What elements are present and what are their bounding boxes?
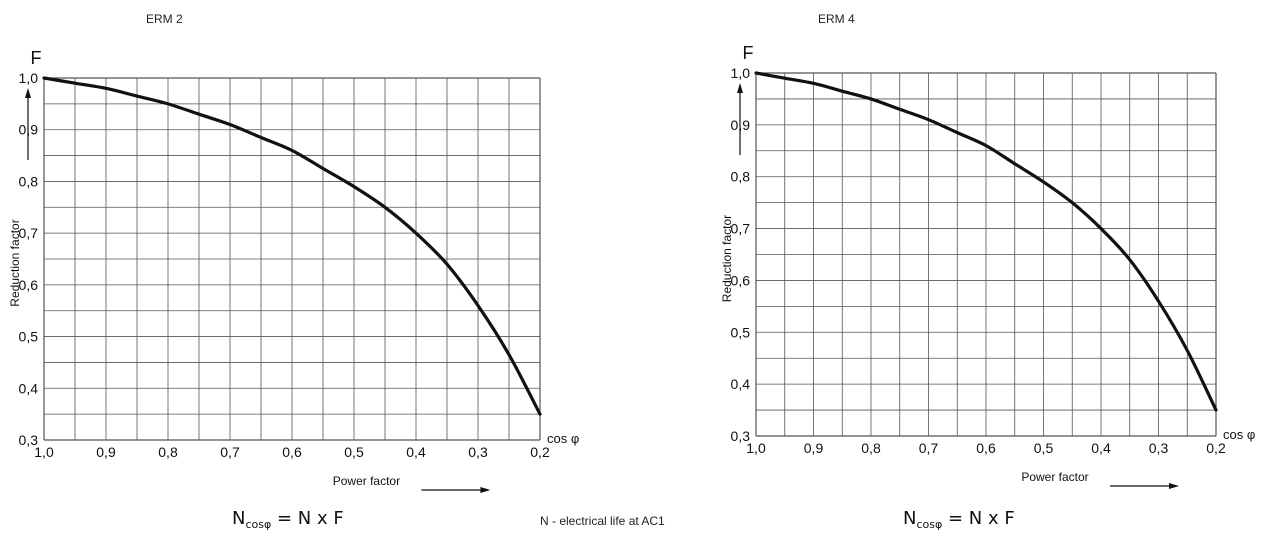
formula-subscript: cosφ bbox=[916, 518, 943, 531]
x-axis-arrow-head bbox=[480, 487, 491, 493]
footnote: N - electrical life at AC1 bbox=[540, 514, 665, 528]
y-axis-symbol: F bbox=[743, 43, 754, 63]
x-tick-label: 0,4 bbox=[406, 444, 426, 460]
y-tick-label: 0,5 bbox=[19, 329, 39, 345]
y-tick-label: 0,4 bbox=[19, 380, 39, 396]
y-tick-label: 0,8 bbox=[731, 169, 751, 185]
series-line bbox=[42, 76, 542, 416]
x-tick-label: 0,3 bbox=[1149, 440, 1169, 456]
x-tick-label: 0,9 bbox=[96, 444, 116, 460]
y-tick-label: 0,3 bbox=[731, 428, 751, 444]
x-tick-label: 0,2 bbox=[530, 444, 550, 460]
y-axis-arrow-head bbox=[25, 88, 31, 98]
x-tick-label: 0,5 bbox=[1034, 440, 1054, 456]
series-line bbox=[754, 71, 1218, 412]
x-tick-label: 0,4 bbox=[1091, 440, 1111, 456]
x-tick-label: 0,2 bbox=[1206, 440, 1226, 456]
y-tick-label: 0,3 bbox=[19, 432, 39, 448]
x-tick-label: 0,8 bbox=[861, 440, 881, 456]
x-tick-label: 1,0 bbox=[746, 440, 766, 456]
y-tick-label: 0,8 bbox=[19, 173, 39, 189]
y-axis-symbol: F bbox=[31, 48, 42, 68]
chart-title-erm2: ERM 2 bbox=[146, 12, 183, 26]
y-tick-label: 0,7 bbox=[731, 221, 751, 237]
formula-rhs: = N x F bbox=[276, 508, 344, 529]
y-tick-label: 1,0 bbox=[731, 65, 751, 81]
formula-left: Ncosφ = N x F bbox=[232, 508, 344, 531]
y-axis-label: Reduction factor bbox=[8, 219, 22, 306]
x-tick-label: 0,7 bbox=[220, 444, 240, 460]
x-axis-arrow-head bbox=[1169, 483, 1179, 489]
x-tick-label: 0,6 bbox=[976, 440, 996, 456]
x-tick-label: 0,5 bbox=[344, 444, 364, 460]
formula-subscript: cosφ bbox=[245, 518, 272, 531]
x-axis-label: Power factor bbox=[333, 474, 400, 488]
x-axis-symbol: cos φ bbox=[547, 431, 579, 446]
x-axis-symbol: cos φ bbox=[1223, 427, 1255, 442]
y-tick-label: 0,4 bbox=[731, 376, 751, 392]
chart-erm2: 0,30,40,50,60,70,80,91,01,0 0,9 0,8 0,7 0,6 0… bbox=[8, 48, 579, 493]
x-tick-label: 0,7 bbox=[919, 440, 939, 456]
y-tick-label: 0,6 bbox=[731, 272, 751, 288]
formula-lhs: N bbox=[903, 508, 917, 529]
chart-title-erm4: ERM 4 bbox=[818, 12, 855, 26]
formula-rhs: = N x F bbox=[947, 508, 1015, 529]
x-tick-label: 0,8 bbox=[158, 444, 178, 460]
y-axis-label: Reduction factor bbox=[720, 215, 734, 302]
formula-right: Ncosφ = N x F bbox=[903, 508, 1015, 531]
x-tick-label: 0,6 bbox=[282, 444, 302, 460]
x-tick-label: 1,0 bbox=[34, 444, 54, 460]
y-tick-label: 0,7 bbox=[19, 225, 39, 241]
y-tick-label: 0,6 bbox=[19, 277, 39, 293]
chart-erm4: 0,30,40,50,60,70,80,91,01,0 0,9 0,8 0,7 0,6 0… bbox=[720, 43, 1255, 489]
y-axis-arrow-head bbox=[737, 83, 743, 93]
y-tick-label: 0,5 bbox=[731, 324, 751, 340]
x-tick-label: 0,3 bbox=[468, 444, 488, 460]
formula-lhs: N bbox=[232, 508, 246, 529]
y-tick-label: 1,0 bbox=[19, 70, 39, 86]
x-axis-label: Power factor bbox=[1021, 470, 1088, 484]
x-tick-label: 0,9 bbox=[804, 440, 824, 456]
